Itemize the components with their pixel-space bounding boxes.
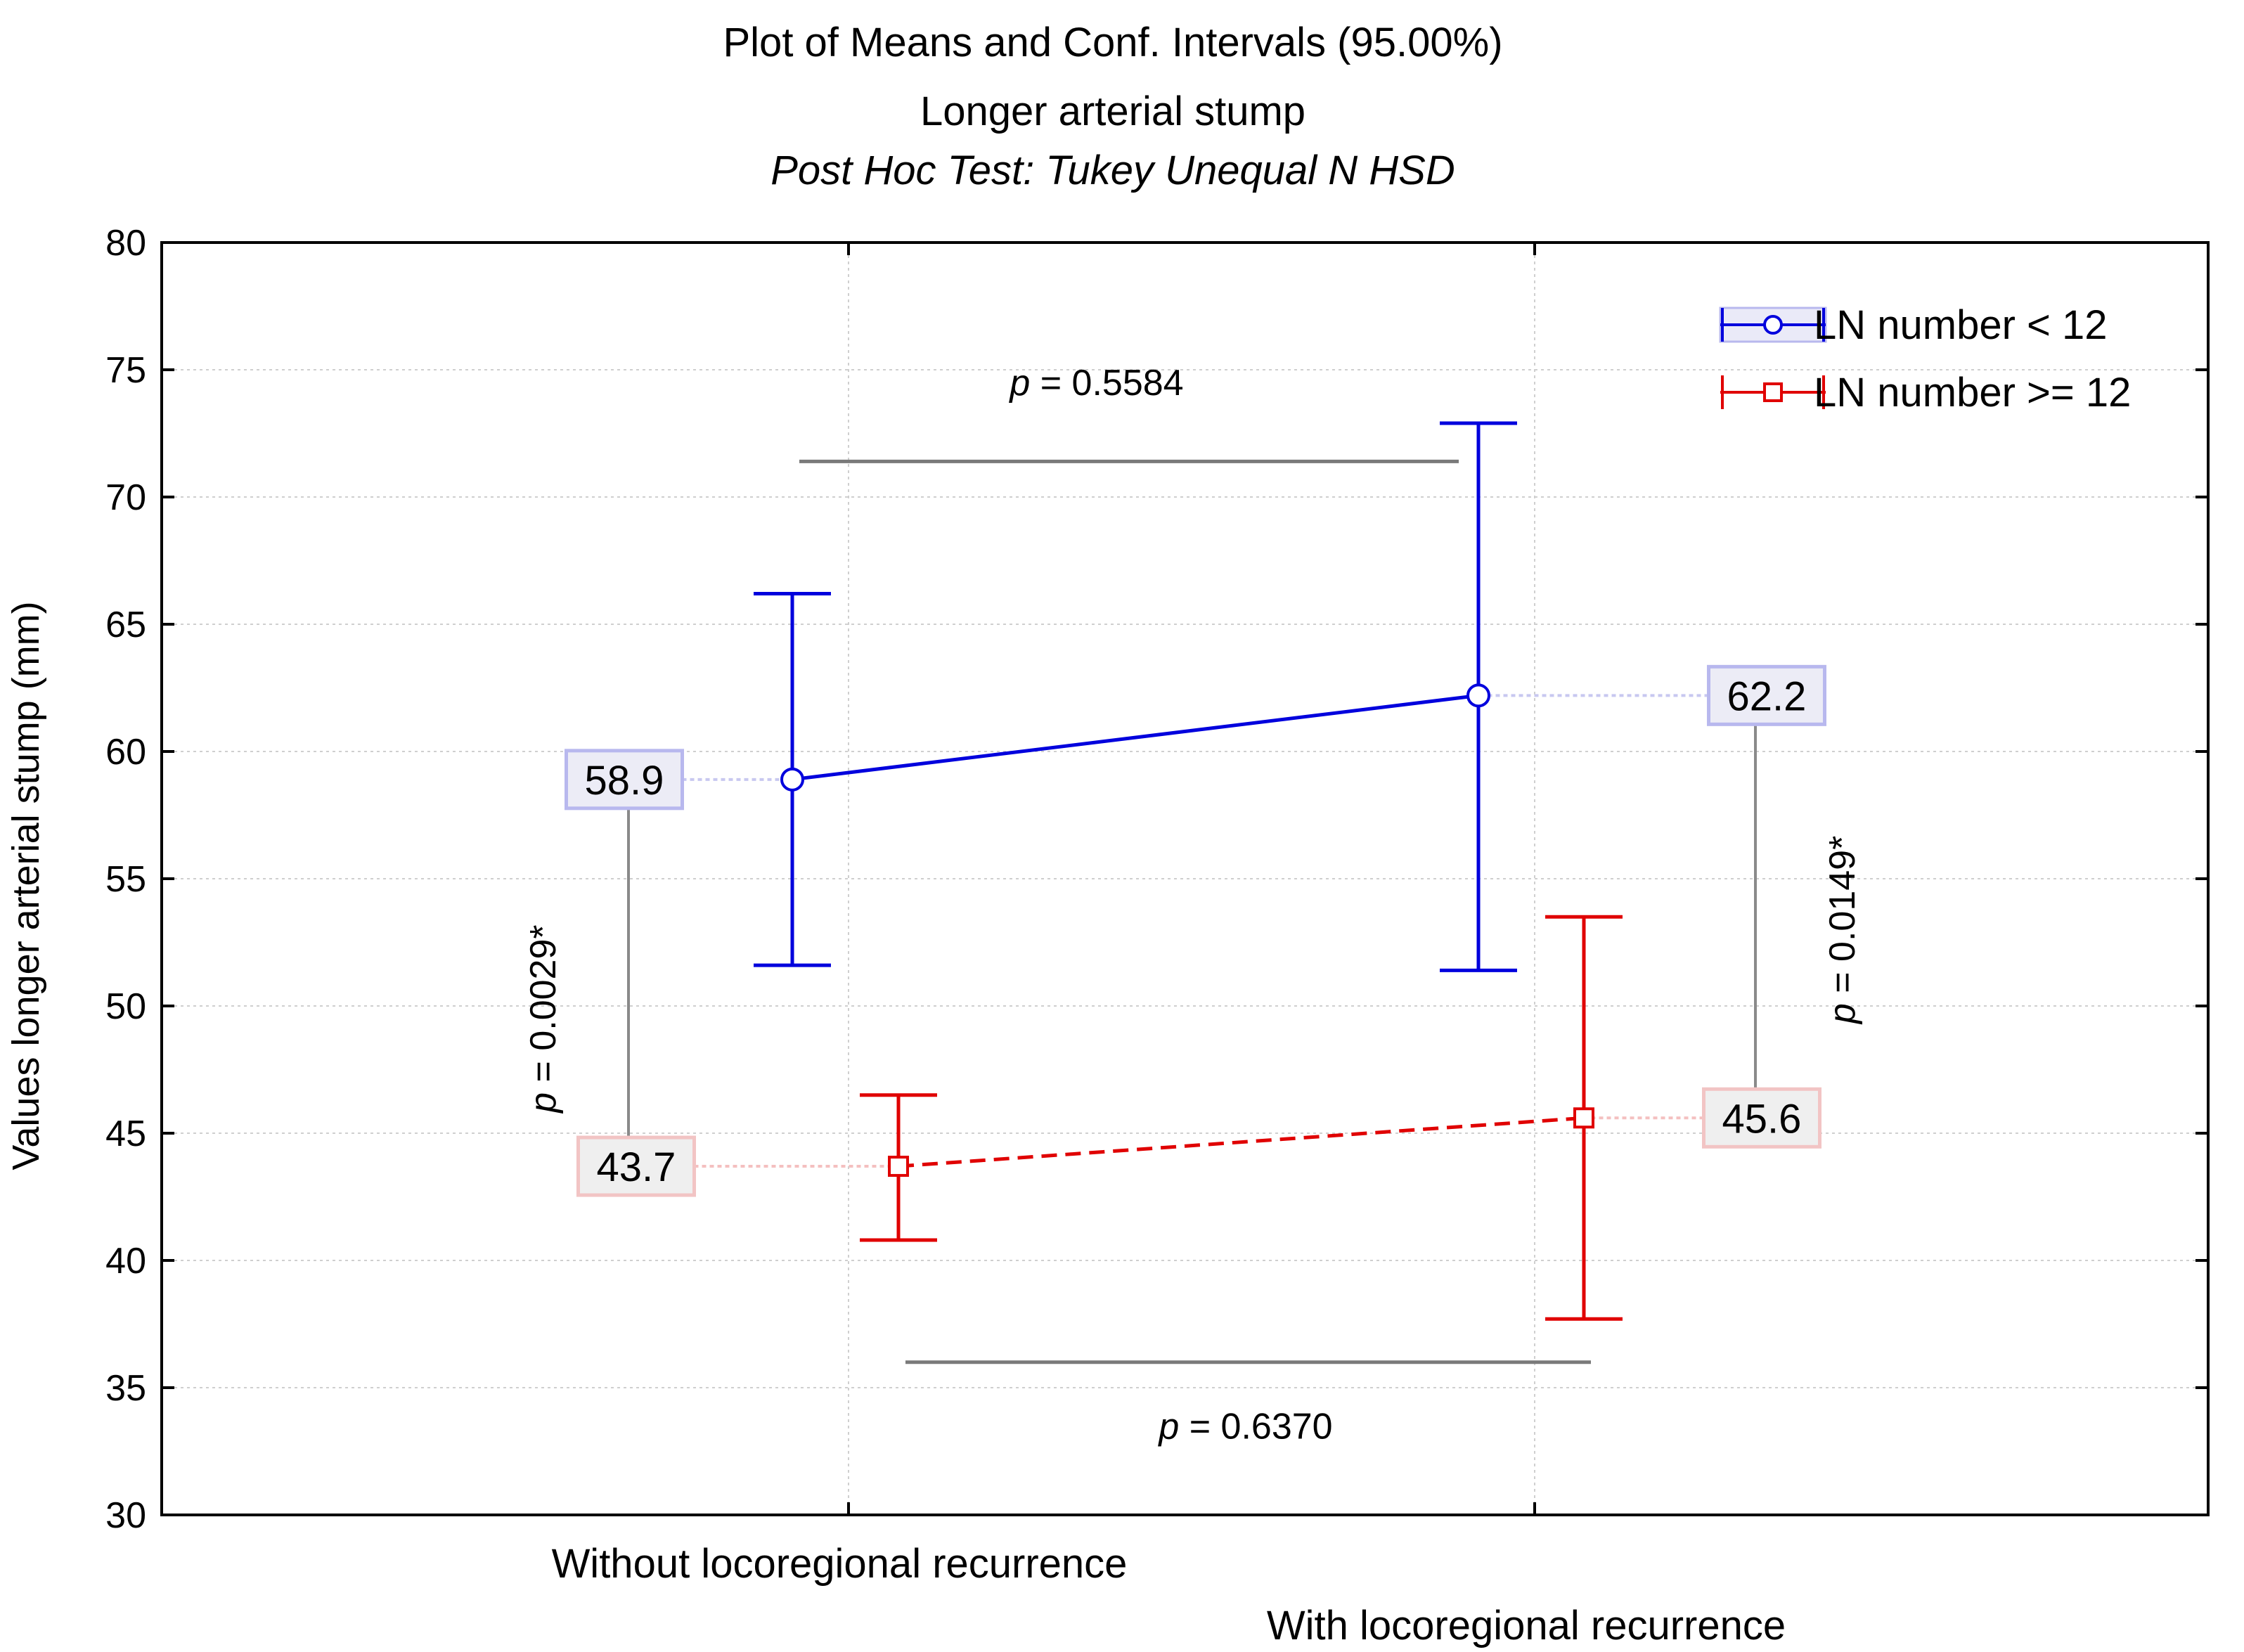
- gridlines: [162, 243, 2208, 1515]
- x-axis-ticks: Without locoregional recurrence With loco…: [552, 243, 1786, 1648]
- plot-frame: [160, 241, 2210, 1516]
- mean-marker-circle: [1466, 683, 1490, 708]
- legend-label: LN number >= 12: [1814, 370, 2131, 415]
- p-value-brackets: [627, 459, 1757, 1364]
- legend-label: LN number < 12: [1814, 302, 2108, 348]
- y-tick-label: 50: [105, 986, 146, 1027]
- series-line: [898, 1116, 1585, 1168]
- y-tick-label: 30: [105, 1495, 146, 1536]
- data-labels: 58.9 62.2 43.7 45.6: [565, 664, 1826, 1197]
- y-tick-label: 70: [105, 477, 146, 518]
- p-value-annotation: p = 0.0149*: [1822, 836, 1863, 1025]
- p-value-annotation: p = 0.0029*: [523, 924, 564, 1114]
- mean-marker-square: [888, 1156, 909, 1177]
- data-label: 58.9: [585, 758, 664, 804]
- data-label-box: [565, 749, 684, 811]
- x-category-label: Without locoregional recurrence: [552, 1541, 1128, 1587]
- mean-marker-circle: [780, 767, 804, 792]
- series-layer: [754, 421, 1623, 1321]
- p-symbol: p: [1157, 1406, 1179, 1447]
- data-label-box: [1707, 664, 1826, 726]
- y-tick-label: 45: [105, 1114, 146, 1154]
- legend-marker: [1763, 382, 1783, 402]
- legend: LN number < 12 LN number >= 12: [1719, 302, 2131, 415]
- y-axis-label: Values longer arterial stump (mm): [5, 601, 47, 1170]
- y-tick-label: 35: [105, 1368, 146, 1409]
- data-label: 45.6: [1722, 1096, 1802, 1142]
- p-value: = 0.0029*: [523, 924, 564, 1092]
- p-value-annotation: p = 0.5584: [1008, 363, 1183, 404]
- p-symbol: p: [1822, 1003, 1863, 1025]
- data-label-box: [576, 1135, 696, 1197]
- legend-marker: [1763, 315, 1783, 335]
- y-axis-ticks: 30 35 40 45 50 55 60 65 70 75 80: [105, 223, 2208, 1536]
- label-connectors: [682, 694, 1709, 1168]
- p-symbol: p: [1008, 363, 1030, 404]
- data-label: 62.2: [1727, 673, 1807, 719]
- p-value-annotation: p = 0.6370: [1157, 1406, 1332, 1447]
- y-tick-label: 80: [105, 223, 146, 264]
- chart-title: Plot of Means and Conf. Intervals (95.00…: [723, 20, 1502, 65]
- y-tick-label: 65: [105, 605, 146, 645]
- p-symbol: p: [523, 1092, 564, 1114]
- p-value: = 0.5584: [1030, 363, 1183, 404]
- chart-subtitle: Longer arterial stump: [920, 89, 1305, 134]
- mean-marker-square: [1573, 1107, 1594, 1129]
- y-tick-label: 60: [105, 732, 146, 773]
- data-label: 43.7: [597, 1144, 676, 1190]
- chart-subtitle-posthoc: Post Hoc Test: Tukey Unequal N HSD: [770, 148, 1455, 193]
- y-tick-label: 40: [105, 1241, 146, 1282]
- p-value: = 0.6370: [1179, 1406, 1332, 1447]
- y-tick-label: 75: [105, 350, 146, 391]
- y-tick-label: 55: [105, 859, 146, 900]
- data-label-box: [1702, 1087, 1821, 1149]
- p-value: = 0.0149*: [1822, 836, 1863, 1004]
- x-category-label: With locoregional recurrence: [1267, 1603, 1786, 1648]
- series-line: [792, 693, 1479, 782]
